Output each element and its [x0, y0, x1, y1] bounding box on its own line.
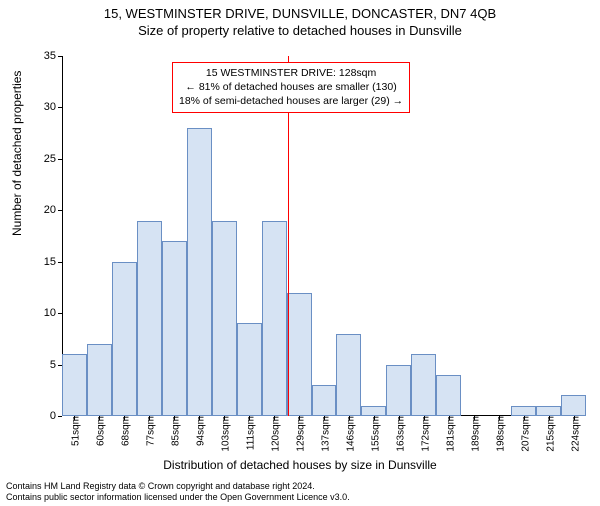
x-tick-label: 137sqm: [317, 416, 332, 452]
x-tick-label: 215sqm: [541, 416, 556, 452]
histogram-chart: 0510152025303551sqm60sqm68sqm77sqm85sqm9…: [62, 56, 586, 416]
histogram-bar: [561, 395, 586, 416]
x-tick-label: 60sqm: [92, 416, 107, 446]
annotation-line-2: ← 81% of detached houses are smaller (13…: [179, 80, 403, 94]
histogram-bar: [361, 406, 386, 416]
histogram-bar: [212, 221, 237, 416]
histogram-bar: [187, 128, 212, 416]
x-tick-label: 155sqm: [366, 416, 381, 452]
x-tick-label: 51sqm: [67, 416, 82, 446]
y-tick-mark: [58, 159, 62, 160]
footer-credits: Contains HM Land Registry data © Crown c…: [0, 481, 600, 504]
histogram-bar: [162, 241, 187, 416]
histogram-bar: [411, 354, 436, 416]
footer-line-1: Contains HM Land Registry data © Crown c…: [6, 481, 594, 493]
y-tick-mark: [58, 416, 62, 417]
histogram-bar: [237, 323, 262, 416]
histogram-bar: [536, 406, 561, 416]
x-tick-label: 77sqm: [142, 416, 157, 446]
histogram-bar: [386, 365, 411, 416]
x-tick-label: 172sqm: [416, 416, 431, 452]
y-tick-mark: [58, 313, 62, 314]
histogram-bar: [436, 375, 461, 416]
x-tick-label: 163sqm: [391, 416, 406, 452]
x-tick-label: 103sqm: [217, 416, 232, 452]
y-tick-mark: [58, 262, 62, 263]
x-tick-label: 224sqm: [566, 416, 581, 452]
histogram-bar: [287, 293, 312, 416]
x-tick-label: 129sqm: [292, 416, 307, 452]
x-tick-label: 68sqm: [117, 416, 132, 446]
x-tick-label: 207sqm: [516, 416, 531, 452]
y-tick-mark: [58, 210, 62, 211]
page-title: 15, WESTMINSTER DRIVE, DUNSVILLE, DONCAS…: [0, 6, 600, 21]
x-axis-label: Distribution of detached houses by size …: [0, 458, 600, 472]
histogram-bar: [112, 262, 137, 416]
x-tick-label: 85sqm: [167, 416, 182, 446]
histogram-bar: [312, 385, 337, 416]
x-tick-label: 120sqm: [267, 416, 282, 452]
x-tick-label: 111sqm: [242, 416, 257, 450]
histogram-bar: [511, 406, 536, 416]
x-tick-label: 198sqm: [491, 416, 506, 452]
y-tick-mark: [58, 56, 62, 57]
x-tick-label: 94sqm: [192, 416, 207, 446]
annotation-line-3: 18% of semi-detached houses are larger (…: [179, 94, 403, 108]
y-axis-label: Number of detached properties: [10, 71, 24, 236]
page-subtitle: Size of property relative to detached ho…: [0, 23, 600, 38]
annotation-box: 15 WESTMINSTER DRIVE: 128sqm← 81% of det…: [172, 62, 410, 113]
y-tick-mark: [58, 107, 62, 108]
histogram-bar: [62, 354, 87, 416]
x-tick-label: 189sqm: [466, 416, 481, 452]
histogram-bar: [262, 221, 287, 416]
x-tick-label: 146sqm: [341, 416, 356, 452]
footer-line-2: Contains public sector information licen…: [6, 492, 594, 504]
histogram-bar: [137, 221, 162, 416]
histogram-bar: [87, 344, 112, 416]
x-tick-label: 181sqm: [441, 416, 456, 452]
histogram-bar: [336, 334, 361, 416]
annotation-line-1: 15 WESTMINSTER DRIVE: 128sqm: [179, 66, 403, 80]
